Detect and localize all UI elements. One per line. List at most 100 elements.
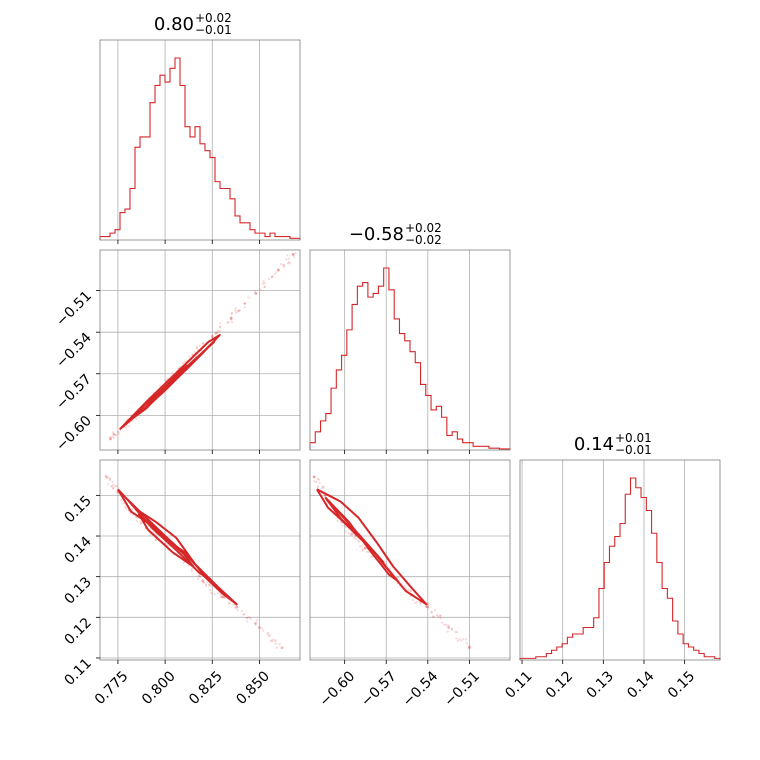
sample-point bbox=[361, 548, 364, 551]
sample-point bbox=[230, 312, 233, 315]
sample-point bbox=[135, 417, 138, 421]
param-title-value-2: 0.14 bbox=[574, 434, 614, 455]
sample-point bbox=[424, 605, 427, 608]
sample-point bbox=[149, 533, 152, 536]
scatter-point-9 bbox=[447, 626, 451, 629]
sample-point bbox=[255, 292, 258, 295]
sample-point bbox=[139, 520, 142, 523]
param-title-1: −0.58 +0.02−0.02 bbox=[349, 221, 442, 247]
sample-point bbox=[195, 345, 199, 348]
sample-point bbox=[201, 342, 204, 345]
sample-point bbox=[282, 263, 285, 267]
sample-point bbox=[131, 420, 134, 423]
sample-point bbox=[270, 275, 273, 279]
sample-point bbox=[238, 309, 241, 312]
sample-point bbox=[113, 485, 117, 488]
sample-point bbox=[219, 593, 222, 596]
sample-point bbox=[209, 584, 212, 588]
sample-point bbox=[218, 325, 222, 328]
y-tick-label-1-1: −0.57 bbox=[53, 371, 95, 413]
sample-point bbox=[190, 568, 193, 571]
sample-point bbox=[246, 616, 249, 620]
sample-point bbox=[388, 567, 392, 570]
sample-point bbox=[243, 302, 246, 305]
sample-point bbox=[271, 638, 274, 641]
sample-point bbox=[104, 474, 107, 477]
sample-point bbox=[182, 561, 185, 564]
sample-point bbox=[196, 577, 200, 580]
sample-point bbox=[436, 615, 440, 618]
sample-point bbox=[198, 574, 201, 577]
x-tick-label-2-4: 0.15 bbox=[665, 668, 698, 701]
sample-point bbox=[108, 479, 112, 482]
sample-point bbox=[266, 633, 269, 636]
sample-point bbox=[340, 521, 343, 524]
sample-point bbox=[347, 532, 350, 535]
sample-point bbox=[109, 477, 112, 480]
sample-point bbox=[430, 611, 433, 614]
sample-point bbox=[427, 603, 430, 606]
sample-point bbox=[135, 520, 138, 523]
sample-point bbox=[191, 353, 194, 356]
scatter-point-3 bbox=[350, 532, 353, 536]
y-tick-label-1-0: −0.60 bbox=[53, 413, 95, 455]
sample-point bbox=[460, 639, 463, 642]
sample-point bbox=[110, 485, 113, 488]
sample-point bbox=[218, 330, 222, 333]
sample-point bbox=[121, 502, 125, 505]
sample-point bbox=[263, 285, 266, 288]
sample-point bbox=[287, 261, 291, 264]
sample-point bbox=[445, 624, 448, 627]
sample-point bbox=[273, 272, 276, 275]
param-title-value-1: −0.58 bbox=[349, 224, 404, 245]
sample-point bbox=[214, 332, 217, 336]
sample-point bbox=[269, 639, 272, 642]
sample-point bbox=[267, 635, 270, 638]
sample-point bbox=[339, 520, 342, 524]
sample-point bbox=[278, 642, 281, 646]
sample-point bbox=[112, 431, 115, 434]
sample-point bbox=[110, 435, 113, 438]
sample-point bbox=[222, 596, 225, 599]
sample-point bbox=[149, 528, 152, 531]
sample-point bbox=[435, 614, 438, 617]
sample-point bbox=[112, 487, 115, 490]
param-title-minus-1: −0.02 bbox=[405, 233, 442, 247]
sample-point bbox=[116, 430, 120, 433]
sample-point bbox=[411, 598, 414, 602]
sample-point bbox=[112, 432, 116, 436]
scatter-point-7 bbox=[220, 595, 224, 599]
y-tick-label-2-1: 0.12 bbox=[61, 615, 94, 648]
sample-point bbox=[262, 280, 265, 283]
sample-point bbox=[201, 342, 205, 345]
sample-point bbox=[270, 276, 274, 279]
param-title-plus-0: +0.02 bbox=[195, 11, 232, 25]
sample-point bbox=[210, 591, 213, 595]
sample-point bbox=[283, 265, 286, 268]
sample-point bbox=[344, 526, 347, 529]
sample-point bbox=[313, 480, 316, 483]
sample-point bbox=[266, 631, 270, 635]
sample-point bbox=[425, 605, 428, 609]
sample-point bbox=[255, 619, 258, 622]
y-tick-label-2-0: 0.11 bbox=[61, 655, 94, 688]
param-title-minus-2: −0.01 bbox=[615, 443, 652, 457]
sample-point bbox=[244, 302, 247, 305]
scatter-point-0 bbox=[312, 475, 316, 479]
x-tick-label-2-3: 0.14 bbox=[624, 668, 657, 701]
sample-point bbox=[274, 642, 277, 645]
sample-point bbox=[243, 612, 246, 616]
sample-point bbox=[357, 540, 360, 543]
scatter-point-11 bbox=[291, 253, 295, 256]
sample-point bbox=[188, 355, 191, 358]
sample-point bbox=[222, 596, 225, 599]
sample-point bbox=[279, 262, 283, 266]
sample-point bbox=[236, 310, 239, 313]
sample-point bbox=[230, 320, 234, 323]
y-tick-label-1-3: −0.51 bbox=[53, 288, 95, 330]
sample-point bbox=[108, 476, 111, 479]
sample-point bbox=[439, 616, 442, 620]
sample-point bbox=[366, 550, 369, 553]
histogram-1 bbox=[309, 267, 511, 450]
